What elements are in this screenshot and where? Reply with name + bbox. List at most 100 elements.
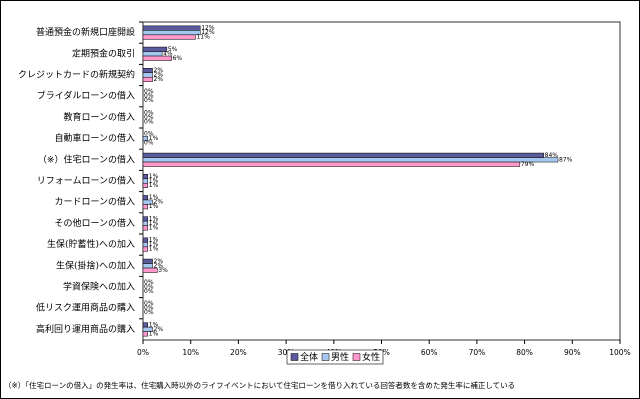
bar [142, 220, 149, 226]
value-label: 1% [149, 135, 159, 142]
bar [142, 225, 149, 231]
value-label: 0% [144, 284, 154, 291]
legend-swatch [321, 353, 330, 361]
value-label: 1% [149, 178, 159, 185]
bar [142, 30, 201, 36]
value-label: 5% [168, 46, 178, 53]
value-label: 3% [158, 267, 168, 274]
y-tick-label: （※）住宅ローンの借入 [38, 153, 135, 165]
y-tick-label: 教育ローンの借入 [63, 111, 135, 123]
value-label: 0% [144, 300, 154, 307]
bar [142, 77, 153, 82]
value-label: 0% [144, 288, 154, 295]
value-label: 1% [149, 182, 159, 189]
value-label: 1% [149, 321, 159, 328]
value-label: 2% [154, 258, 164, 265]
bar [142, 72, 153, 78]
bar [142, 204, 149, 210]
value-label: 0% [144, 118, 154, 125]
bar [142, 258, 153, 264]
legend-swatch [352, 353, 361, 361]
y-tick-label: 学資保険への加入 [63, 281, 135, 293]
bar [142, 322, 149, 328]
value-label: 0% [144, 88, 154, 95]
value-label: 0% [144, 309, 154, 316]
x-tick-label: 100% [609, 348, 630, 357]
value-label: 1% [149, 246, 159, 253]
bar [142, 178, 149, 184]
value-label: 12% [201, 29, 215, 36]
bar [142, 183, 149, 188]
value-label: 0% [144, 114, 154, 121]
x-tick-label: 0% [137, 348, 149, 357]
y-tick-label: カードローンの借入 [54, 196, 135, 208]
y-tick-label: 高利回り運用商品の購入 [36, 323, 135, 335]
x-tick-label: 90% [564, 348, 581, 357]
value-label: 87% [559, 156, 573, 163]
bar [142, 331, 149, 337]
bar [142, 237, 149, 243]
bar [142, 136, 149, 142]
bar [142, 152, 544, 158]
bar [142, 195, 149, 201]
value-label: 1% [149, 194, 159, 201]
value-label: 79% [521, 161, 535, 168]
value-label: 0% [144, 140, 154, 147]
x-tick-label: 70% [469, 348, 486, 357]
bar [142, 216, 149, 222]
value-label: 0% [144, 93, 154, 100]
y-tick-label: クレジットカードの新規契約 [18, 69, 135, 81]
plot-area [142, 21, 621, 341]
y-tick-label: リフォームローンの借入 [37, 175, 135, 187]
y-tick-label: 自動車ローンの借入 [54, 132, 135, 144]
value-label: 0% [144, 305, 154, 312]
value-label: 2% [154, 72, 164, 79]
value-label: 0% [144, 97, 154, 104]
y-tick-label: 生保(掛捨)への加入 [56, 259, 135, 271]
bar [142, 34, 196, 40]
value-label: 1% [149, 220, 159, 227]
bar [142, 68, 153, 73]
value-label: 0% [144, 131, 154, 138]
bar [142, 174, 149, 179]
x-tick-label: 30% [278, 348, 295, 357]
bar [142, 267, 158, 273]
legend-swatch [290, 353, 299, 361]
y-tick-label: 生保(貯蓄性)への加入 [47, 238, 135, 250]
value-label: 1% [149, 224, 159, 231]
value-label: 1% [149, 237, 159, 244]
value-label: 0% [144, 279, 154, 286]
bar [142, 242, 149, 248]
legend-label: 全体 [300, 351, 318, 363]
x-tick-label: 20% [230, 348, 247, 357]
y-tick-label: その他ローンの借入 [54, 217, 135, 229]
value-label: 11% [196, 34, 210, 41]
x-tick-label: 10% [182, 348, 199, 357]
bar [142, 25, 201, 31]
legend-label: 男性 [331, 351, 349, 363]
value-label: 84% [545, 152, 559, 159]
value-label: 4% [163, 50, 173, 57]
value-label: 1% [149, 241, 159, 248]
value-label: 1% [149, 173, 159, 180]
bar [142, 157, 559, 163]
value-label: 1% [149, 203, 159, 210]
y-tick-label: 定期預金の取引 [72, 47, 135, 59]
value-label: 1% [149, 330, 159, 337]
x-tick-label: 80% [516, 348, 533, 357]
footnote: （※）「住宅ローンの借入」の発生率は、住宅購入時以外のライフイベントにおいて住宅… [4, 380, 515, 390]
bar [142, 246, 149, 252]
legend-label: 女性 [362, 351, 380, 363]
bar [142, 161, 521, 167]
value-label: 2% [154, 199, 164, 206]
value-label: 2% [154, 67, 164, 74]
y-tick-label: 低リスク運用商品の購入 [36, 302, 135, 314]
value-label: 1% [149, 215, 159, 222]
x-tick-label: 60% [421, 348, 438, 357]
value-label: 2% [154, 326, 164, 333]
value-label: 6% [173, 55, 183, 62]
value-label: 0% [144, 109, 154, 116]
bar [142, 263, 153, 269]
